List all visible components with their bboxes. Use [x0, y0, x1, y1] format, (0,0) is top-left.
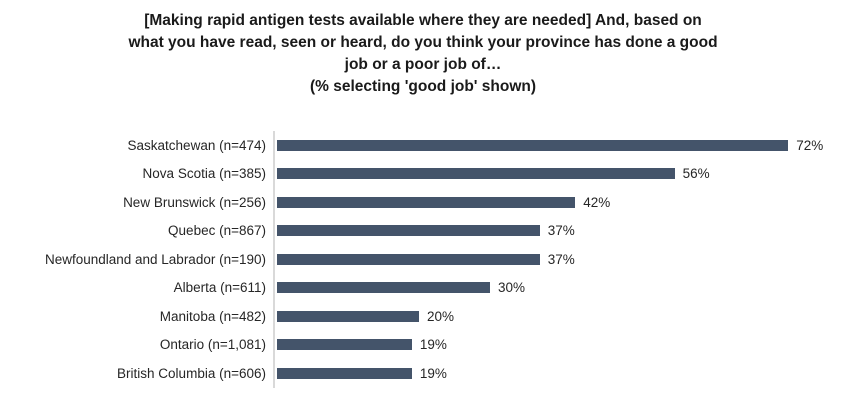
- bar: [277, 225, 540, 237]
- plot-area: Saskatchewan (n=474) 72% Nova Scotia (n=38…: [0, 131, 846, 388]
- category-label: Nova Scotia (n=385): [142, 166, 266, 182]
- bar: [277, 139, 789, 151]
- value-label: 20%: [427, 308, 455, 324]
- value-label: 72%: [796, 137, 824, 153]
- bar-row: New Brunswick (n=256) 42%: [0, 188, 846, 217]
- category-label: British Columbia (n=606): [117, 365, 266, 381]
- category-label: Alberta (n=611): [173, 280, 266, 296]
- bar-row: Manitoba (n=482) 20%: [0, 302, 846, 331]
- chart-title: [Making rapid antigen tests available wh…: [0, 10, 846, 98]
- category-label: Quebec (n=867): [168, 223, 266, 239]
- value-label: 19%: [419, 365, 447, 381]
- bar-row: British Columbia (n=606) 19%: [0, 359, 846, 388]
- value-label: 37%: [547, 251, 575, 267]
- bar-rows: Saskatchewan (n=474) 72% Nova Scotia (n=38…: [0, 131, 846, 388]
- bar: [277, 253, 540, 265]
- value-label: 42%: [583, 194, 611, 210]
- bar-row: Alberta (n=611) 30%: [0, 274, 846, 303]
- bar-row: Ontario (n=1,081) 19%: [0, 331, 846, 360]
- bar: [277, 310, 419, 322]
- bar-row: Newfoundland and Labrador (n=190) 37%: [0, 245, 846, 274]
- bar: [277, 282, 490, 294]
- chart-title-line-3: job or a poor job of…: [344, 56, 502, 73]
- value-label: 30%: [498, 280, 526, 296]
- value-label: 19%: [419, 337, 447, 353]
- category-label: New Brunswick (n=256): [123, 194, 266, 210]
- chart-title-line-4: (% selecting 'good job' shown): [309, 78, 537, 95]
- bar-row: Nova Scotia (n=385) 56%: [0, 160, 846, 189]
- chart-title-line-2: what you have read, seen or heard, do yo…: [128, 34, 718, 51]
- bar: [277, 168, 675, 180]
- category-label: Manitoba (n=482): [159, 308, 266, 324]
- category-label: Newfoundland and Labrador (n=190): [44, 251, 266, 267]
- bar-row: Saskatchewan (n=474) 72%: [0, 131, 846, 160]
- category-label: Saskatchewan (n=474): [127, 137, 266, 153]
- value-label: 56%: [682, 166, 710, 182]
- chart-title-line-1: [Making rapid antigen tests available wh…: [144, 12, 702, 29]
- bar-row: Quebec (n=867) 37%: [0, 217, 846, 246]
- bar: [277, 339, 412, 351]
- value-label: 37%: [547, 223, 575, 239]
- category-label: Ontario (n=1,081): [159, 337, 266, 353]
- bar: [277, 367, 412, 379]
- bar: [277, 196, 576, 208]
- y-axis-line: [273, 131, 275, 388]
